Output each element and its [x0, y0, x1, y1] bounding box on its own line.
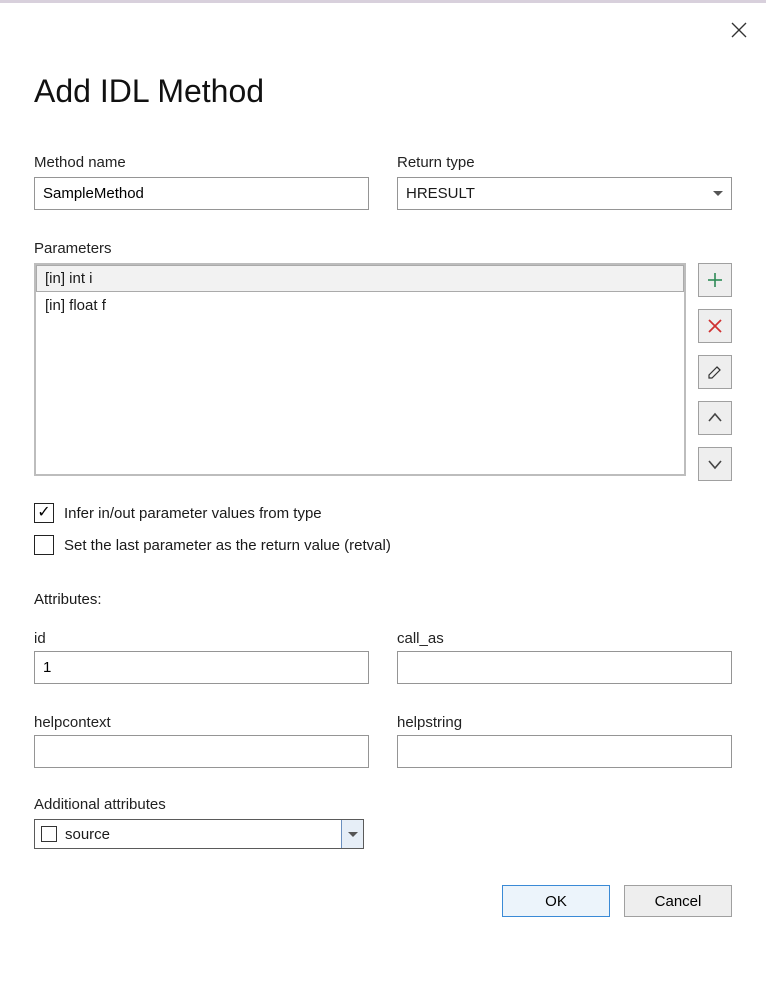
pencil-icon — [706, 363, 724, 381]
plus-icon — [706, 271, 724, 289]
call-as-label: call_as — [397, 630, 732, 647]
parameter-row[interactable]: [in] float f — [36, 292, 684, 319]
method-name-label: Method name — [34, 154, 369, 171]
x-icon — [706, 317, 724, 335]
move-down-button[interactable] — [698, 447, 732, 481]
additional-attributes-label: Additional attributes — [34, 796, 732, 813]
dialog-window: Add IDL Method Method name Return type H… — [0, 0, 766, 991]
parameter-buttons — [698, 263, 732, 481]
retval-checkbox[interactable] — [34, 535, 54, 555]
method-name-input[interactable] — [34, 177, 369, 210]
infer-checkbox-label: Infer in/out parameter values from type — [64, 505, 322, 522]
chevron-down-icon — [348, 832, 358, 837]
ok-button[interactable]: OK — [502, 885, 610, 917]
parameter-row[interactable]: [in] int i — [36, 265, 684, 292]
remove-parameter-button[interactable] — [698, 309, 732, 343]
additional-attributes-dropdown-button[interactable] — [341, 820, 363, 848]
edit-parameter-button[interactable] — [698, 355, 732, 389]
call-as-input[interactable] — [397, 651, 732, 684]
infer-checkbox[interactable] — [34, 503, 54, 523]
parameters-label: Parameters — [34, 240, 732, 257]
attributes-heading: Attributes: — [34, 591, 732, 608]
return-type-select[interactable]: HRESULT — [397, 177, 732, 210]
helpcontext-label: helpcontext — [34, 714, 369, 731]
id-label: id — [34, 630, 369, 647]
id-input[interactable] — [34, 651, 369, 684]
helpcontext-input[interactable] — [34, 735, 369, 768]
chevron-down-icon — [706, 455, 724, 473]
chevron-up-icon — [706, 409, 724, 427]
additional-attributes-body: source — [35, 820, 341, 848]
add-parameter-button[interactable] — [698, 263, 732, 297]
additional-item-label: source — [65, 826, 110, 843]
additional-attributes-combo[interactable]: source — [34, 819, 364, 849]
close-icon — [730, 21, 748, 39]
close-button[interactable] — [730, 21, 748, 39]
move-up-button[interactable] — [698, 401, 732, 435]
dialog-body: Add IDL Method Method name Return type H… — [0, 3, 766, 941]
helpstring-label: helpstring — [397, 714, 732, 731]
helpstring-input[interactable] — [397, 735, 732, 768]
retval-checkbox-label: Set the last parameter as the return val… — [64, 537, 391, 554]
cancel-button[interactable]: Cancel — [624, 885, 732, 917]
additional-item-checkbox[interactable] — [41, 826, 57, 842]
chevron-down-icon — [713, 191, 723, 196]
return-type-label: Return type — [397, 154, 732, 171]
return-type-value: HRESULT — [406, 185, 475, 202]
parameters-listbox[interactable]: [in] int i [in] float f — [34, 263, 686, 476]
dialog-title: Add IDL Method — [34, 73, 732, 110]
